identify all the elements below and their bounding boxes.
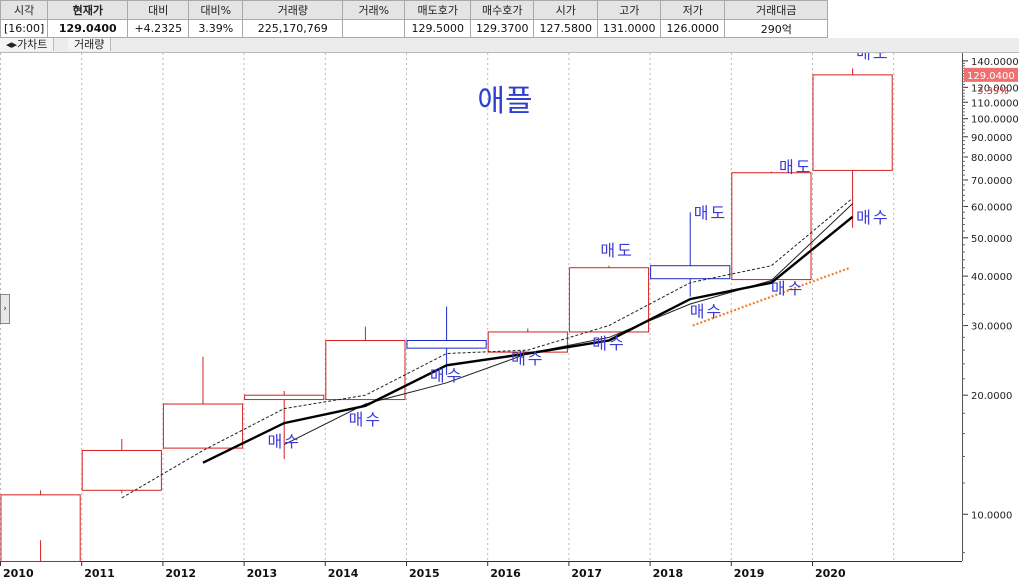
x-tick-label: 2010 bbox=[3, 567, 34, 580]
y-tick-label: 110.0000 bbox=[971, 98, 1019, 109]
price-chart[interactable]: 10.0000 20.0000 30.0000 40.0000 50.0000 60.00… bbox=[0, 53, 1019, 581]
header-trade-value: 거래대금 bbox=[724, 0, 829, 20]
value-time: [16:00] bbox=[0, 19, 49, 38]
header-change: 대비 bbox=[127, 0, 190, 20]
header-ask: 매도호가 bbox=[404, 0, 472, 20]
tab-price-chart[interactable]: ◂▸가차트 bbox=[0, 38, 55, 51]
x-tick-label: 2018 bbox=[653, 567, 684, 580]
last-price-label: 129.0400 bbox=[967, 71, 1015, 82]
value-volume: 225,170,769 bbox=[242, 19, 344, 38]
x-tick-label: 2011 bbox=[84, 567, 115, 580]
signal-annotation: 매수 bbox=[690, 302, 723, 321]
value-bid: 129.3700 bbox=[470, 19, 535, 38]
candle-body bbox=[162, 403, 244, 449]
value-volume-pct bbox=[342, 19, 406, 38]
header-current-price: 현재가 bbox=[47, 0, 129, 20]
value-high: 131.0000 bbox=[597, 19, 662, 38]
header-low: 저가 bbox=[660, 0, 726, 20]
header-volume-pct: 거래% bbox=[342, 0, 406, 20]
candle-body bbox=[244, 394, 325, 401]
signal-annotation: 매수 bbox=[592, 334, 625, 353]
tab-volume[interactable]: 거래량 bbox=[68, 38, 112, 51]
side-expand-button[interactable]: › bbox=[0, 294, 10, 324]
chart-tab-bar: ◂▸가차트 거래량 bbox=[0, 38, 1019, 53]
x-tick-label: 2020 bbox=[815, 567, 846, 580]
candle-body bbox=[568, 267, 650, 333]
tab-price-chart-label: 가차트 bbox=[17, 38, 48, 51]
x-tick-label: 2017 bbox=[571, 567, 602, 580]
tab-volume-label: 거래량 bbox=[74, 38, 105, 51]
signal-annotation: 매도 bbox=[779, 158, 812, 177]
y-tick-label: 100.0000 bbox=[971, 115, 1019, 126]
ma-bold-line bbox=[202, 215, 854, 464]
header-change-pct: 대비% bbox=[188, 0, 244, 20]
last-change-label: 3.39% bbox=[977, 86, 1009, 97]
x-tick-label: 2019 bbox=[734, 567, 765, 580]
y-tick-label: 140.0000 bbox=[971, 57, 1019, 68]
x-tick-label: 2013 bbox=[247, 567, 278, 580]
signal-annotation: 매수 bbox=[267, 432, 300, 451]
candle-body bbox=[81, 449, 162, 491]
value-change-pct: 3.39% bbox=[188, 19, 244, 38]
y-tick-label: 120.0000 bbox=[971, 83, 1019, 94]
signal-annotation: 매도 bbox=[600, 241, 633, 260]
signal-annotation: 매도 bbox=[856, 53, 889, 62]
quote-header-row: 시각 현재가 대비 대비% 거래량 거래% 매도호가 매수호가 시가 고가 저가… bbox=[0, 0, 829, 20]
signal-annotation: 매도 bbox=[694, 203, 727, 222]
x-tick-label: 2015 bbox=[409, 567, 440, 580]
y-tick-label: 70.0000 bbox=[971, 176, 1012, 187]
candle-body bbox=[406, 339, 487, 349]
y-tick-label: 50.0000 bbox=[971, 234, 1012, 245]
value-trade-value: 290억 bbox=[724, 19, 829, 38]
y-tick-label: 30.0000 bbox=[971, 322, 1012, 333]
y-tick-label: 90.0000 bbox=[971, 133, 1012, 144]
candle-body bbox=[487, 331, 568, 353]
value-ask: 129.5000 bbox=[404, 19, 472, 38]
value-current-price: 129.0400 bbox=[47, 19, 129, 38]
signal-annotation: 매수 bbox=[856, 208, 889, 227]
y-tick-label: 80.0000 bbox=[971, 153, 1012, 164]
y-tick-label: 10.0000 bbox=[971, 510, 1012, 521]
quote-value-row: [16:00] 129.0400 +4.2325 3.39% 225,170,7… bbox=[0, 19, 829, 38]
header-time: 시각 bbox=[0, 0, 49, 20]
value-open: 127.5800 bbox=[533, 19, 599, 38]
candle-body bbox=[325, 339, 406, 401]
y-tick-label: 40.0000 bbox=[971, 272, 1012, 283]
candle-body bbox=[650, 265, 731, 280]
header-bid: 매수호가 bbox=[470, 0, 535, 20]
candle-body bbox=[812, 74, 893, 171]
value-low: 126.0000 bbox=[660, 19, 726, 38]
signal-annotation: 매수 bbox=[349, 410, 382, 429]
chart-title: 애플 bbox=[477, 84, 532, 119]
candle-body bbox=[0, 494, 81, 562]
header-volume: 거래량 bbox=[242, 0, 344, 20]
x-tick-label: 2012 bbox=[165, 567, 196, 580]
y-tick-label: 20.0000 bbox=[971, 391, 1012, 402]
signal-annotation: 매수 bbox=[511, 349, 544, 368]
header-open: 시가 bbox=[533, 0, 599, 20]
header-high: 고가 bbox=[597, 0, 662, 20]
candle-body bbox=[731, 172, 812, 281]
x-tick-label: 2014 bbox=[328, 567, 359, 580]
last-price-tag bbox=[964, 67, 1018, 82]
signal-annotation: 매수 bbox=[430, 366, 463, 385]
quote-table: 시각 현재가 대비 대비% 거래량 거래% 매도호가 매수호가 시가 고가 저가… bbox=[0, 0, 829, 38]
tab-arrows-icon: ◂▸ bbox=[6, 38, 18, 51]
y-tick-label: 60.0000 bbox=[971, 202, 1012, 213]
signal-annotation: 매수 bbox=[771, 279, 804, 298]
x-tick-label: 2016 bbox=[490, 567, 521, 580]
value-change: +4.2325 bbox=[127, 19, 190, 38]
chevron-right-icon: › bbox=[3, 304, 7, 314]
